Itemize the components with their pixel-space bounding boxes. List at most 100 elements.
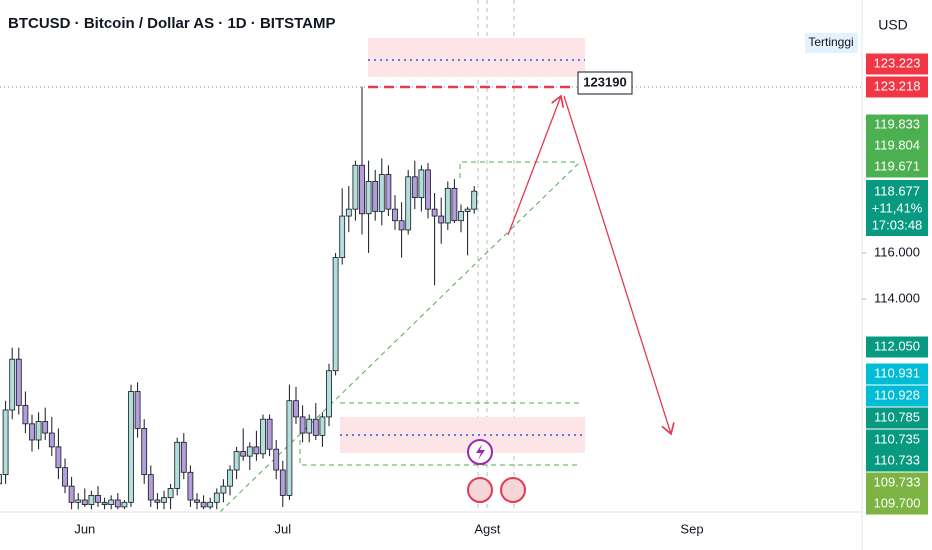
candle-body <box>134 391 141 429</box>
currency: USD <box>878 17 908 33</box>
level-line <box>299 440 580 466</box>
candle-body <box>464 208 471 212</box>
candle-body <box>22 404 29 425</box>
candle-body <box>75 499 82 503</box>
candle-body <box>260 418 266 455</box>
price-label: 110.931 <box>874 365 920 380</box>
price-label: 123.218 <box>874 78 921 93</box>
candle-body <box>279 469 286 496</box>
price-label: 119.671 <box>874 158 920 173</box>
badge-bg <box>805 33 858 53</box>
price-label-bg <box>866 493 928 515</box>
candle-body <box>9 358 16 411</box>
candle-body <box>29 423 35 441</box>
arrow-down <box>563 95 671 434</box>
price-label: 119.833 <box>874 116 920 131</box>
candle-body <box>227 469 233 487</box>
resistance-zone <box>368 38 585 77</box>
candle-body <box>398 220 405 231</box>
candle-body <box>154 499 161 503</box>
y-tick-label: 114.000 <box>874 291 920 306</box>
candle-body <box>200 501 207 508</box>
candle-body <box>167 488 174 499</box>
candle-body <box>55 446 62 469</box>
candle-body <box>207 501 214 508</box>
price-label-bg <box>866 114 928 136</box>
candle-body <box>378 174 385 212</box>
price-label: 110.733 <box>874 452 920 467</box>
candle-body <box>194 499 200 503</box>
candle-body <box>233 451 240 471</box>
candle-body <box>319 416 326 436</box>
candle-body <box>458 211 464 222</box>
candle-body <box>253 446 260 455</box>
candle-body <box>174 441 181 489</box>
price-label-bg <box>866 156 928 178</box>
price-label-bg <box>866 429 928 451</box>
candle-body <box>345 208 352 217</box>
candle-body <box>312 418 319 436</box>
candles <box>0 86 478 510</box>
trend-line <box>459 161 578 178</box>
candle-body <box>405 176 412 231</box>
candle-body <box>240 451 247 457</box>
x-tick-label: Sep <box>680 521 703 536</box>
annotation-box <box>577 71 633 95</box>
price-label: 109.700 <box>874 495 921 510</box>
candle-body <box>187 471 194 501</box>
candle-body <box>392 208 398 222</box>
candle-body <box>246 446 253 457</box>
candle-body <box>431 208 438 217</box>
candle-body <box>114 499 121 508</box>
x-tick-label: Agst <box>474 521 500 536</box>
candle-body <box>425 169 431 210</box>
price-label-bg <box>866 53 928 75</box>
price-label-bg <box>866 363 928 385</box>
chart-title: BTCUSD · Bitcoin / Dollar AS · 1D · BITS… <box>8 15 336 32</box>
candle-body <box>339 215 346 259</box>
candle-body <box>141 428 148 476</box>
last-price-bg <box>866 180 928 236</box>
candle-body <box>128 391 134 503</box>
candle-body <box>147 474 154 501</box>
candle-body <box>42 421 49 434</box>
candle-body <box>385 174 392 210</box>
price-axis: 116.000 114.000 123.223 123.218 119.833 119.8… <box>862 53 928 515</box>
price-label: 110.928 <box>874 387 920 402</box>
candle-body <box>332 257 339 372</box>
last-price-countdown: 17:03:48 <box>872 217 923 232</box>
candle-body <box>306 418 313 434</box>
candle-body <box>359 164 365 215</box>
candle-body <box>299 416 306 434</box>
candle-body <box>411 176 418 198</box>
flag-icon <box>467 477 493 503</box>
candle-body <box>213 492 220 503</box>
price-label-bg <box>866 450 928 472</box>
candle-body <box>220 485 227 494</box>
last-price-change: +11,41% <box>872 200 923 215</box>
candle-body <box>161 497 167 503</box>
candle-body <box>35 421 42 441</box>
candle-body <box>352 164 359 210</box>
flag-icon <box>500 477 526 503</box>
price-label: 110.735 <box>874 431 920 446</box>
price-label: 112.050 <box>874 338 920 353</box>
price-label-bg <box>866 385 928 407</box>
candle-body <box>0 474 2 485</box>
arrow-up <box>507 96 561 236</box>
candle-body <box>293 400 299 418</box>
price-label: 110.785 <box>874 409 920 424</box>
badge: Tertinggi <box>808 35 853 49</box>
trend-line <box>219 161 581 513</box>
candle-body <box>438 215 445 224</box>
candle-body <box>471 190 478 210</box>
candle-body <box>273 448 280 471</box>
candle-body <box>444 187 451 224</box>
candle-body <box>121 501 128 508</box>
candle-body <box>286 400 293 496</box>
candle-body <box>180 441 187 473</box>
candle-body <box>62 467 68 487</box>
annotation: 123190 <box>583 74 626 89</box>
price-label: 123.223 <box>874 55 921 70</box>
candle-body <box>95 494 101 503</box>
